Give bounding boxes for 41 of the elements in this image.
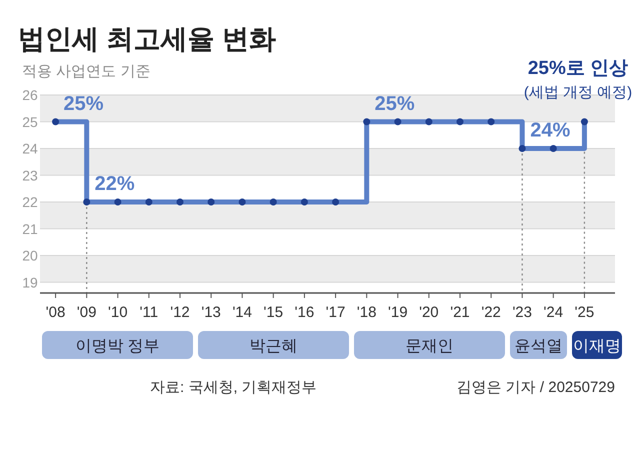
text: 문재인 bbox=[406, 338, 454, 355]
data-label: 25% bbox=[64, 92, 104, 115]
annotation: 25%로 인상 bbox=[528, 58, 628, 79]
chart-subtitle: 적용 사업연도 기준 bbox=[22, 63, 150, 80]
x-tick-label: '10 bbox=[108, 304, 128, 321]
x-tick-label: '12 bbox=[170, 304, 190, 321]
y-tick-label: 25 bbox=[22, 114, 38, 130]
x-tick-label: '18 bbox=[356, 304, 376, 321]
x-tick-label: '19 bbox=[388, 304, 408, 321]
chart-title: 법인세 최고세율 변화 bbox=[18, 24, 276, 54]
x-tick-label: '25 bbox=[574, 304, 594, 321]
y-tick-label: 21 bbox=[22, 220, 38, 237]
x-tick-label: '22 bbox=[481, 304, 501, 321]
x-tick-label: '08 bbox=[46, 304, 66, 321]
y-tick-label: 22 bbox=[22, 194, 38, 210]
data-label: 25% bbox=[374, 92, 415, 115]
text: 이명박 정부 bbox=[75, 338, 160, 355]
y-tick-label: 26 bbox=[22, 87, 38, 103]
y-tick-label: 23 bbox=[22, 167, 38, 184]
x-tick-label: '17 bbox=[326, 304, 346, 321]
x-tick-label: '16 bbox=[294, 304, 314, 321]
x-tick-label: '21 bbox=[450, 304, 470, 321]
x-tick-label: '15 bbox=[264, 304, 284, 321]
text: 윤석열 bbox=[514, 338, 562, 355]
x-tick-label: '11 bbox=[140, 304, 158, 321]
text: 김영은 기자 / 20250729 bbox=[456, 379, 615, 396]
x-tick-label: '14 bbox=[232, 304, 252, 321]
text: 박근혜 bbox=[250, 338, 298, 355]
x-tick-label: '23 bbox=[512, 304, 532, 321]
data-label: 22% bbox=[94, 173, 135, 196]
x-tick-label: '24 bbox=[544, 304, 564, 321]
x-tick-label: '20 bbox=[419, 304, 439, 321]
y-tick-label: 19 bbox=[22, 274, 38, 290]
text: 자료: 국세청, 기획재정부 bbox=[150, 379, 317, 396]
annotation: (세법 개정 예정) bbox=[524, 84, 632, 101]
x-tick-label: '13 bbox=[201, 304, 221, 321]
data-label: 24% bbox=[530, 120, 570, 142]
x-tick-label: '09 bbox=[76, 304, 96, 321]
y-tick-label: 24 bbox=[22, 140, 38, 157]
y-tick-label: 20 bbox=[22, 248, 38, 264]
text: 이재명 bbox=[573, 338, 621, 355]
